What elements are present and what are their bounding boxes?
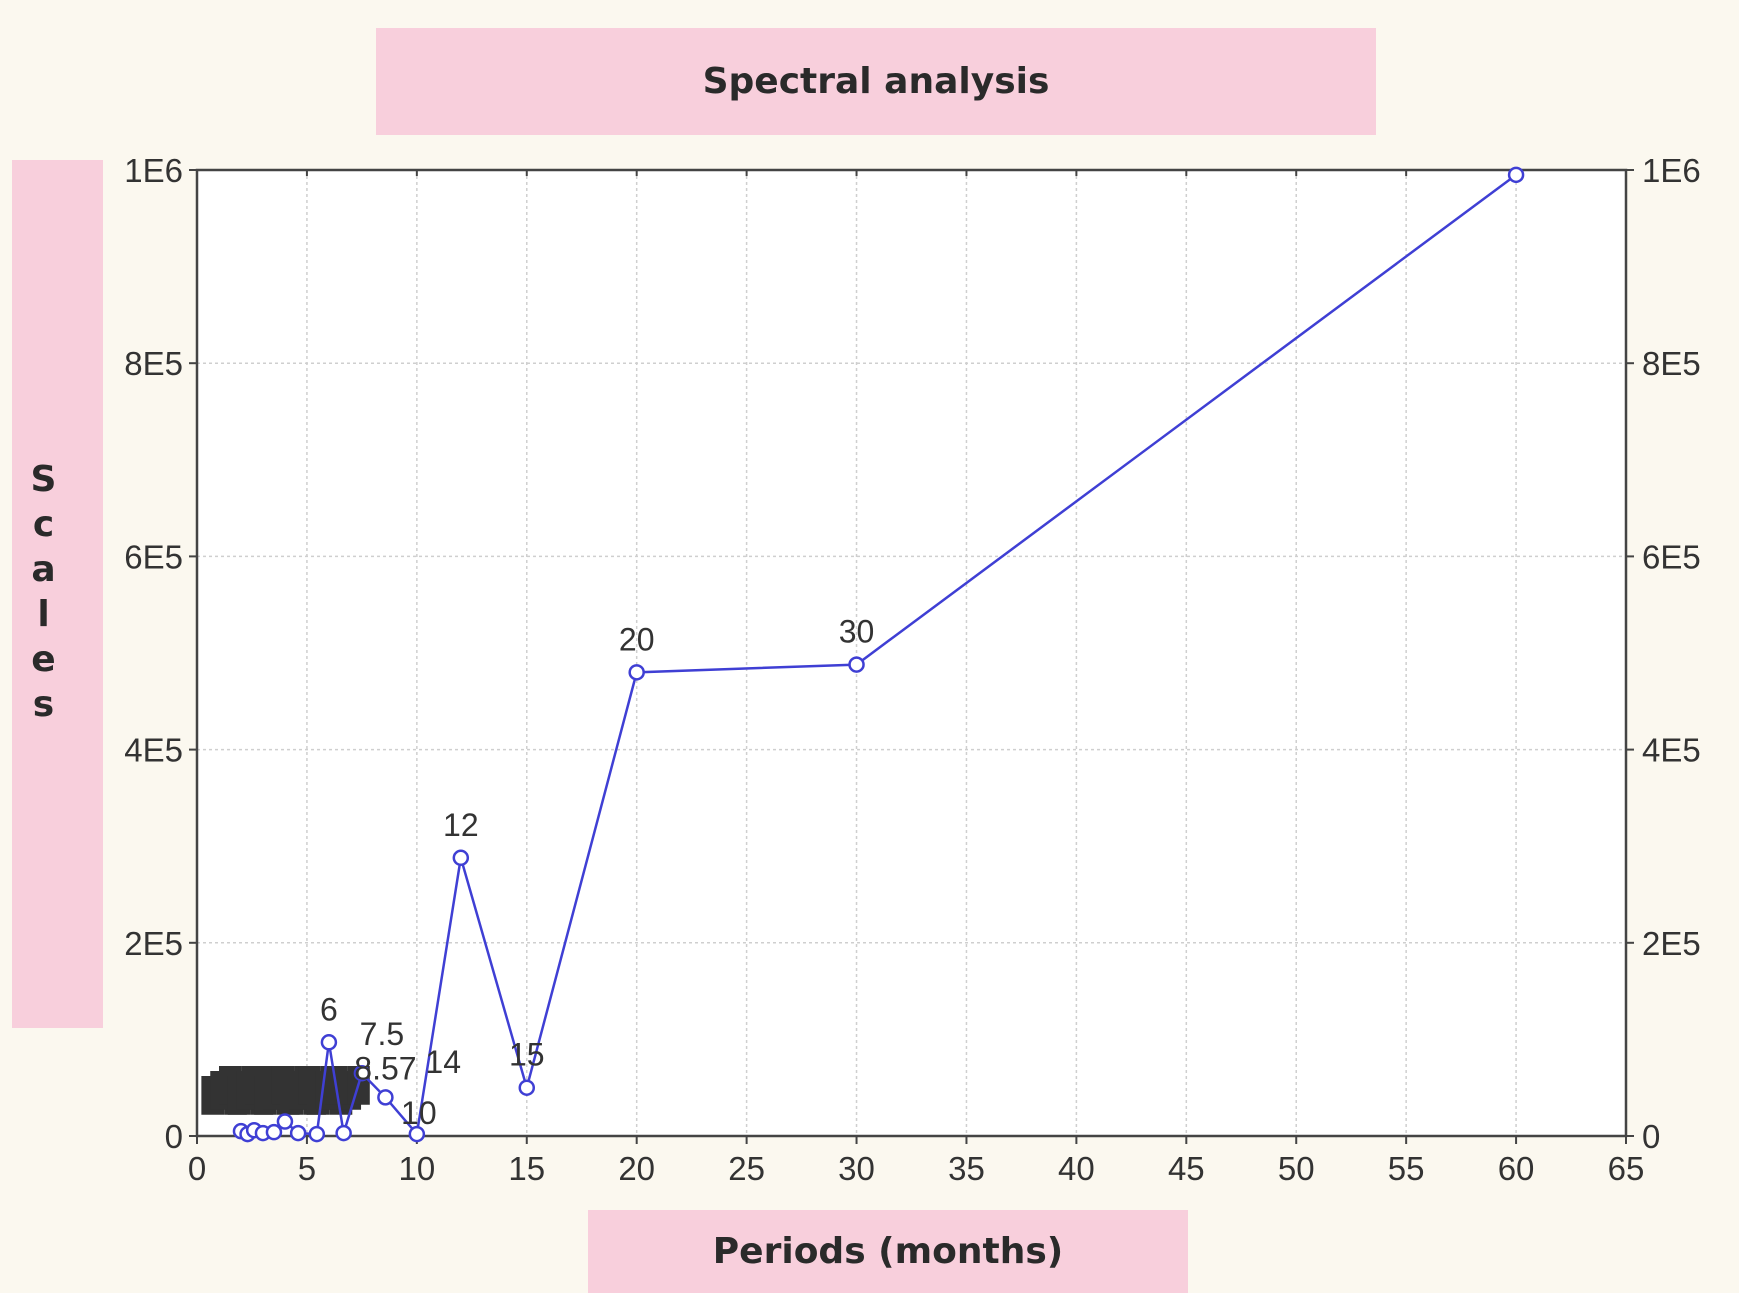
y-tick-label-right: 1E6 [1642,152,1701,189]
cluster-label-mark: ██ [272,1065,318,1105]
data-point [276,1113,294,1130]
cluster-label-mark: ██ [201,1075,247,1115]
cluster-label-mark: ██ [307,1075,353,1115]
plot-area [197,170,1626,1136]
data-point [335,1124,352,1142]
x-axis-label: Periods (months) [588,1210,1188,1293]
data-point-label: 12 [443,807,479,843]
data-point [308,1125,326,1143]
plot-frame [195,168,1628,1138]
cluster-label-mark: ██ [219,1065,265,1105]
data-point [848,656,865,673]
cluster-label-mark: ██ [263,1070,309,1110]
x-tick-label: 50 [1278,1150,1315,1187]
data-point-label: 15 [509,1037,545,1073]
data-point [289,1124,307,1142]
x-tick-label: 40 [1058,1150,1095,1187]
cluster-label-mark: ██ [254,1075,300,1115]
y-tick-label-right: 4E5 [1642,732,1701,769]
cluster-label-mark: ██ [289,1070,335,1110]
x-tick-label: 55 [1388,1150,1425,1187]
data-point-label: 30 [839,614,875,650]
data-point [408,1125,426,1143]
data-point [452,849,470,867]
y-tick-label-left: 6E5 [124,538,183,575]
x-tick-label: 5 [298,1150,316,1187]
data-point [518,1079,536,1096]
x-tick-label: 45 [1168,1150,1205,1187]
y-tick-label-left: 0 [165,1118,183,1155]
data-point-label: 6 [320,991,338,1027]
y-tick-label-left: 4E5 [124,732,183,769]
x-tick-label: 20 [618,1150,655,1187]
cluster-label-mark: ██ [228,1075,274,1115]
x-tick-label: 30 [838,1150,875,1187]
data-point-label: 7.5 [360,1016,404,1052]
y-axis-label-box: Scales [12,160,103,1028]
cluster-label-mark: ██ [281,1075,327,1115]
y-tick-label-left: 2E5 [124,925,183,962]
y-tick-label-right: 6E5 [1642,538,1701,575]
data-point [1507,166,1525,184]
data-point-label: 10 [401,1095,437,1131]
annotation-label: 14 [425,1044,461,1080]
y-tick-label-right: 8E5 [1642,345,1701,382]
x-tick-label: 25 [728,1150,765,1187]
data-point [320,1034,338,1051]
x-tick-label: 60 [1498,1150,1535,1187]
data-point [265,1123,283,1141]
y-tick-label-right: 2E5 [1642,925,1701,962]
data-point-label: 8.57 [354,1050,416,1086]
x-tick-label: 65 [1608,1150,1645,1187]
data-point [628,664,645,681]
chart-title: Spectral analysis [376,28,1376,135]
x-tick-label: 15 [508,1150,545,1187]
data-point [353,1064,371,1082]
x-tick-label: 10 [398,1150,435,1187]
cluster-label-mark: ██ [237,1070,283,1110]
y-axis-label: Scales [23,459,64,729]
data-point-label: 20 [619,621,655,657]
y-tick-label-right: 0 [1642,1118,1660,1155]
x-tick-label: 35 [948,1150,985,1187]
cluster-label-mark: ██ [245,1065,291,1105]
data-point [377,1089,394,1106]
cluster-label-mark: ██ [210,1070,256,1110]
x-tick-label: 0 [188,1150,206,1187]
y-tick-label-left: 8E5 [124,345,183,382]
y-tick-label-left: 1E6 [124,152,183,189]
